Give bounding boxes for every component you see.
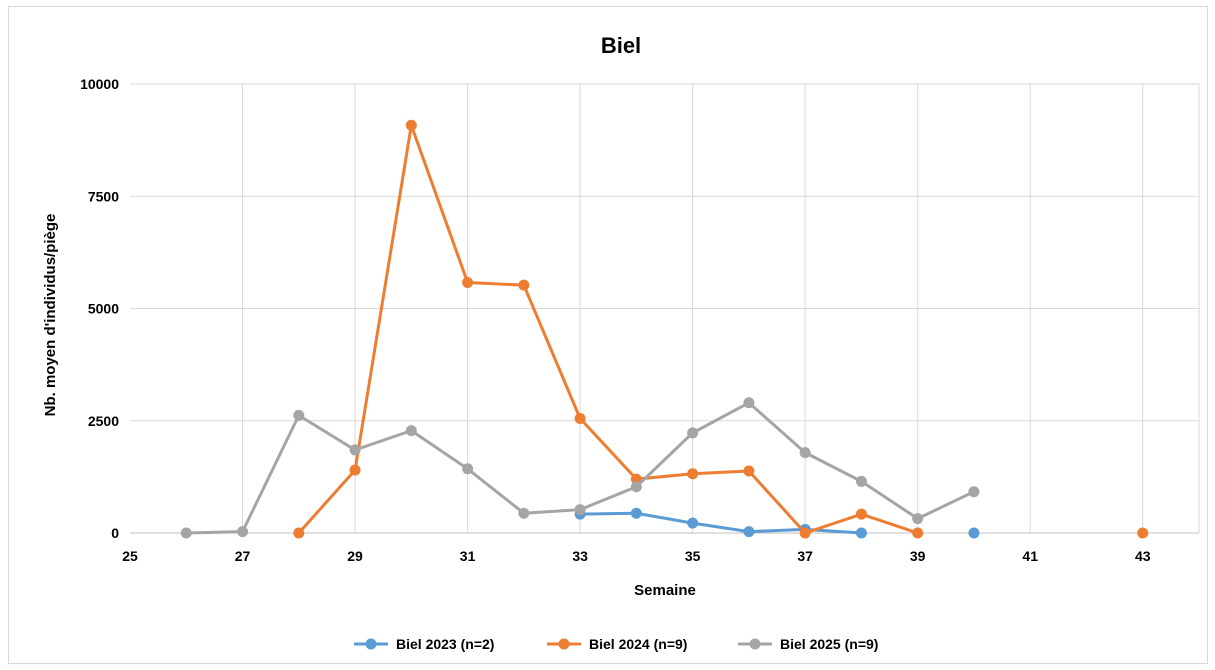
- data-point: [968, 527, 980, 539]
- legend-label: Biel 2023 (n=2): [396, 636, 494, 652]
- legend-label: Biel 2025 (n=9): [780, 636, 878, 652]
- legend-item: Biel 2023 (n=2): [354, 636, 494, 652]
- data-point: [574, 504, 586, 516]
- series-group: [180, 119, 1149, 539]
- series-line: [297, 123, 919, 535]
- data-point: [743, 526, 755, 538]
- x-tick-label: 33: [572, 548, 588, 564]
- y-tick-label: 10000: [80, 76, 119, 92]
- data-point: [630, 507, 642, 519]
- x-axis-title: Semaine: [634, 582, 696, 599]
- data-point: [293, 409, 305, 421]
- data-point: [630, 473, 642, 485]
- y-tick-label: 0: [111, 525, 119, 541]
- data-point: [968, 486, 980, 498]
- line-chart: Biel 25 27 29 31 33 35 37 39 41 43 0 2500 5000 7500 1…: [42, 33, 1200, 652]
- legend: Biel 2023 (n=2) Biel 2024 (n=9) Biel 2025 …: [354, 636, 878, 652]
- y-axis-title: Nb. moyen d'individus/piège: [42, 214, 59, 417]
- y-tick-label: 5000: [88, 301, 119, 317]
- x-tick-label: 27: [235, 548, 251, 564]
- data-point: [799, 447, 811, 459]
- data-point: [912, 513, 924, 525]
- data-point: [743, 397, 755, 409]
- data-point: [799, 527, 811, 539]
- legend-label: Biel 2024 (n=9): [589, 636, 687, 652]
- legend-marker: [749, 638, 761, 650]
- x-axis-ticks: 25 27 29 31 33 35 37 39 41 43: [122, 548, 1151, 564]
- x-tick-label: 43: [1135, 548, 1151, 564]
- y-axis-ticks: 0 2500 5000 7500 10000: [80, 76, 119, 541]
- data-point: [518, 279, 530, 291]
- x-tick-label: 25: [122, 548, 138, 564]
- data-point: [630, 481, 642, 493]
- x-tick-label: 35: [685, 548, 701, 564]
- legend-item: Biel 2024 (n=9): [547, 636, 687, 652]
- legend-marker: [558, 638, 570, 650]
- series-2: [293, 119, 1149, 539]
- data-point: [462, 276, 474, 288]
- data-point: [687, 468, 699, 480]
- data-point: [293, 527, 305, 539]
- x-tick-label: 31: [460, 548, 476, 564]
- legend-marker: [365, 638, 377, 650]
- data-point: [1137, 527, 1149, 539]
- series-3: [180, 397, 980, 539]
- data-point: [518, 507, 530, 519]
- data-point: [574, 413, 586, 425]
- data-point: [855, 527, 867, 539]
- data-point: [237, 526, 249, 538]
- legend-item: Biel 2025 (n=9): [738, 636, 878, 652]
- x-tick-label: 41: [1022, 548, 1038, 564]
- data-point: [912, 527, 924, 539]
- data-point: [405, 425, 417, 437]
- chart-frame: Biel 25 27 29 31 33 35 37 39 41 43 0 2500 5000 7500 1…: [8, 6, 1208, 664]
- y-tick-label: 2500: [88, 413, 119, 429]
- x-tick-label: 37: [797, 548, 813, 564]
- data-point: [405, 119, 417, 131]
- data-point: [349, 464, 361, 476]
- data-point: [855, 508, 867, 520]
- x-tick-label: 29: [347, 548, 363, 564]
- series-line: [580, 511, 862, 535]
- data-point: [687, 517, 699, 529]
- data-point: [462, 463, 474, 475]
- data-point: [687, 427, 699, 439]
- x-tick-label: 39: [910, 548, 926, 564]
- gridlines: [130, 83, 1200, 534]
- data-point: [180, 527, 192, 539]
- chart-title: Biel: [601, 33, 641, 58]
- data-point: [855, 475, 867, 487]
- y-tick-label: 7500: [88, 188, 119, 204]
- data-point: [349, 444, 361, 456]
- data-point: [743, 465, 755, 477]
